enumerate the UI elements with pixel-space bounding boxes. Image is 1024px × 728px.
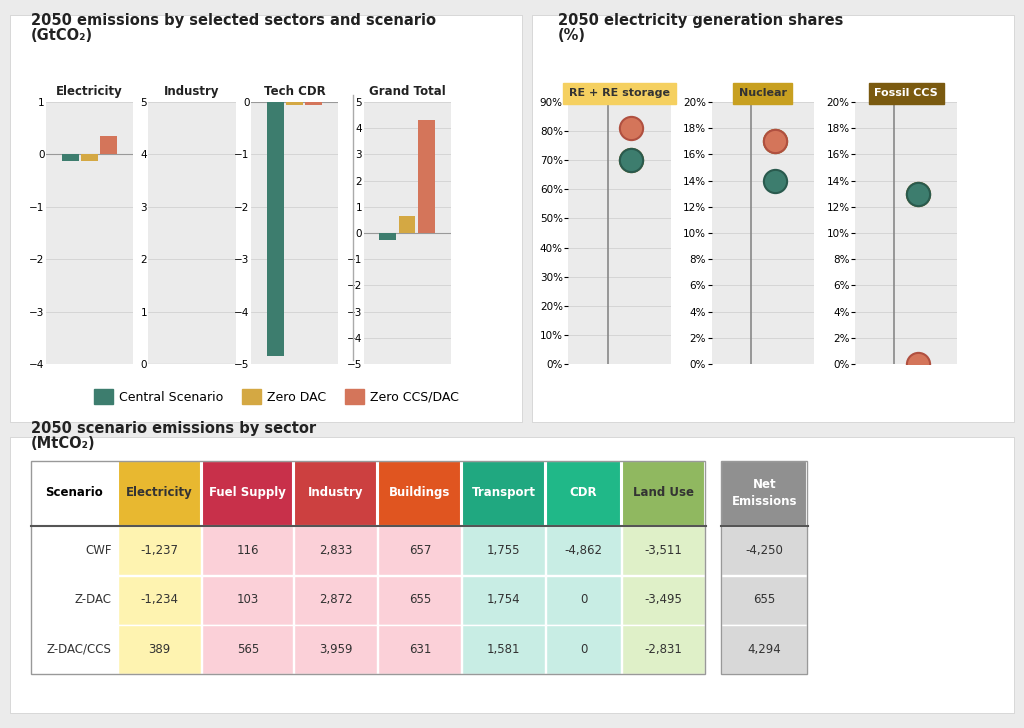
Bar: [305, 102, 322, 105]
Text: Electricity: Electricity: [126, 486, 194, 499]
Point: [624, 154, 640, 166]
Text: Fuel Supply: Fuel Supply: [209, 486, 287, 499]
Text: 2,833: 2,833: [319, 544, 352, 557]
Text: 655: 655: [754, 593, 775, 606]
Text: (%): (%): [558, 28, 586, 43]
Text: -2,831: -2,831: [645, 643, 682, 656]
Text: Transport: Transport: [472, 486, 536, 499]
Text: 4,294: 4,294: [748, 643, 781, 656]
Text: Z-DAC/CCS: Z-DAC/CCS: [47, 643, 112, 656]
Title: Grand Total: Grand Total: [369, 85, 445, 98]
Text: Industry: Industry: [308, 486, 364, 499]
Text: CDR: CDR: [570, 486, 597, 499]
Text: Land Use: Land Use: [633, 486, 694, 499]
Text: 655: 655: [409, 593, 431, 606]
Title: Electricity: Electricity: [56, 85, 123, 98]
Point: [910, 188, 927, 199]
Title: Nuclear: Nuclear: [739, 88, 786, 98]
Text: -4,862: -4,862: [564, 544, 603, 557]
Bar: [286, 102, 303, 105]
Point: [910, 358, 927, 370]
Text: 2050 emissions by selected sectors and scenario: 2050 emissions by selected sectors and s…: [31, 14, 436, 28]
Legend: Central Scenario, Zero DAC, Zero CCS/DAC: Central Scenario, Zero DAC, Zero CCS/DAC: [89, 384, 464, 409]
Bar: [267, 102, 284, 356]
Text: 631: 631: [409, 643, 431, 656]
Text: CWF: CWF: [85, 544, 112, 557]
Title: Tech CDR: Tech CDR: [263, 85, 326, 98]
Title: Fossil CCS: Fossil CCS: [874, 88, 938, 98]
Bar: [380, 233, 396, 240]
Text: 1,754: 1,754: [487, 593, 520, 606]
Text: 3,959: 3,959: [319, 643, 352, 656]
Point: [767, 135, 783, 147]
Text: 1,581: 1,581: [487, 643, 520, 656]
Text: 0: 0: [580, 643, 588, 656]
Point: [767, 175, 783, 186]
Point: [624, 154, 640, 166]
Text: 0: 0: [580, 593, 588, 606]
Text: 657: 657: [409, 544, 431, 557]
Text: Scenario: Scenario: [45, 486, 103, 499]
Bar: [203, 364, 219, 569]
Text: -1,234: -1,234: [140, 593, 179, 606]
Text: 2050 scenario emissions by sector: 2050 scenario emissions by sector: [31, 422, 315, 436]
Text: 116: 116: [237, 544, 259, 557]
Bar: [81, 154, 98, 161]
Point: [767, 135, 783, 147]
Text: -3,511: -3,511: [645, 544, 682, 557]
Bar: [100, 136, 117, 154]
Text: Buildings: Buildings: [389, 486, 451, 499]
Title: RE + RE storage: RE + RE storage: [569, 88, 670, 98]
Text: 565: 565: [237, 643, 259, 656]
Bar: [418, 120, 434, 233]
Bar: [62, 154, 79, 161]
Text: -1,237: -1,237: [140, 544, 179, 557]
Title: Industry: Industry: [164, 85, 220, 98]
Text: Net
Emissions: Net Emissions: [732, 478, 797, 508]
Text: 389: 389: [148, 643, 171, 656]
Bar: [165, 364, 181, 505]
Text: 2,872: 2,872: [319, 593, 352, 606]
Point: [910, 188, 927, 199]
Text: -4,250: -4,250: [745, 544, 783, 557]
Point: [624, 122, 640, 134]
Text: (MtCO₂): (MtCO₂): [31, 436, 95, 451]
Text: -3,495: -3,495: [645, 593, 682, 606]
Text: Z-DAC: Z-DAC: [75, 593, 112, 606]
Text: (GtCO₂): (GtCO₂): [31, 28, 93, 43]
Text: 103: 103: [237, 593, 259, 606]
Bar: [398, 216, 416, 233]
Bar: [183, 364, 201, 508]
Text: 1,755: 1,755: [487, 544, 520, 557]
Text: 2050 electricity generation shares: 2050 electricity generation shares: [558, 14, 844, 28]
